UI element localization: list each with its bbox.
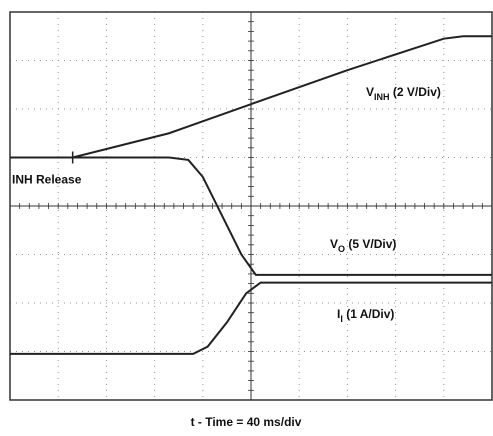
trace-label-main: V [366, 85, 374, 99]
trace-label: VO (5 V/Div) [330, 237, 396, 254]
trace-label-sub: O [338, 244, 345, 254]
trace-label: VINH (2 V/Div) [366, 85, 441, 102]
trace-label-rest: (1 A/Div) [343, 307, 395, 321]
trace-label-main: V [330, 237, 338, 251]
trace-label-rest: (2 V/Div) [390, 85, 441, 99]
trace-label-sub: I [340, 314, 343, 324]
trace [10, 281, 492, 355]
plot-border [9, 11, 493, 401]
trace-label-rest: (5 V/Div) [345, 237, 396, 251]
x-axis-label: t - Time = 40 ms/div [191, 415, 302, 429]
trace-label-main: I [337, 307, 340, 321]
trace [10, 156, 492, 276]
trace [10, 35, 492, 159]
trace-label: II (1 A/Div) [337, 307, 394, 324]
trace-label-sub: INH [374, 92, 390, 102]
annotation: INH Release [12, 173, 82, 187]
